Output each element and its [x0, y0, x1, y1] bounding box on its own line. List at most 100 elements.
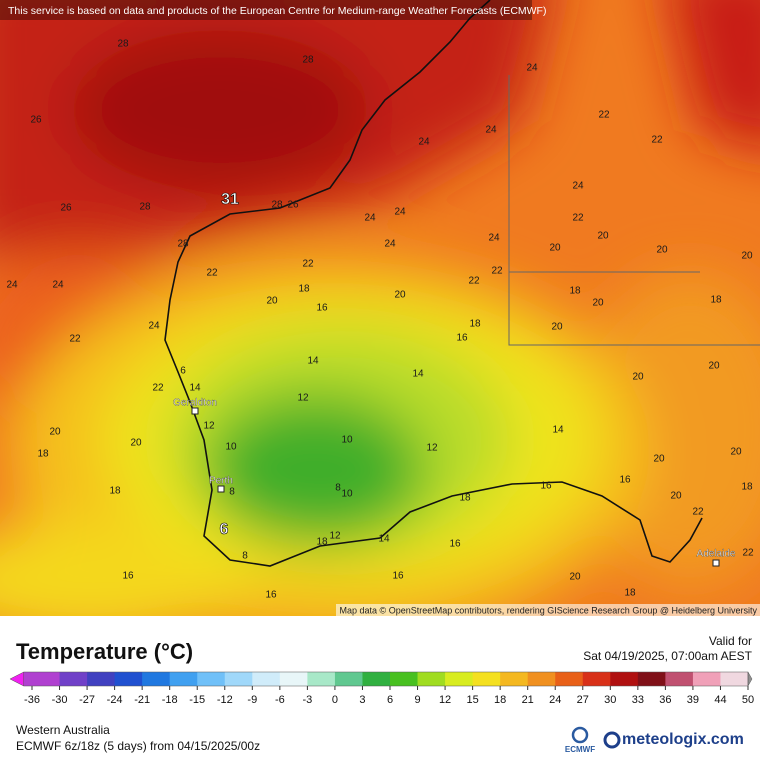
colorbar-segment [582, 672, 611, 686]
colorbar-segment [334, 672, 363, 686]
contour-label: 28 [302, 55, 314, 66]
attribution: Map data © OpenStreetMap contributors, r… [340, 605, 758, 615]
contour-label: 18 [459, 493, 471, 504]
colorbar-segment [637, 672, 666, 686]
colorbar-tick-label: 30 [604, 694, 616, 706]
colorbar-tick-label: 24 [549, 694, 561, 706]
colorbar-tick-label: 12 [439, 694, 451, 706]
contour-label: 18 [316, 537, 328, 548]
contour-label: 20 [394, 290, 406, 301]
contour-label: 20 [653, 454, 665, 465]
contour-label: 20 [730, 447, 742, 458]
colorbar-segment [23, 672, 32, 686]
colorbar-segment [59, 672, 88, 686]
contour-label: 22 [206, 268, 218, 279]
colorbar-tick-label: -27 [79, 694, 95, 706]
colorbar-tick-label: 3 [359, 694, 365, 706]
contour-label: 18 [37, 449, 49, 460]
contour-label: 22 [742, 548, 754, 559]
colorbar-arrow [9, 671, 24, 687]
colorbar-segment [32, 672, 61, 686]
city-label: Geraldton [173, 398, 217, 409]
colorbar-tick-label: -12 [217, 694, 233, 706]
contour-label: 14 [189, 383, 201, 394]
contour-label: 24 [485, 125, 497, 136]
ecmwf-logo: ECMWF [565, 745, 595, 754]
contour-label: 18 [109, 486, 121, 497]
colorbar-segment [279, 672, 308, 686]
valid-time: Sat 04/19/2025, 07:00am AEST [583, 649, 752, 663]
map-labels: 28 28 26 26 28 28 26 28 24 24 24 22 22 24 22 20 20 20 20 24… [6, 39, 754, 601]
contour-label: 20 [741, 251, 753, 262]
contour-label: 8 [335, 483, 341, 494]
contour-label: 16 [540, 481, 552, 492]
ecmwf-icon [571, 726, 589, 744]
colorbar-tick-label: -9 [247, 694, 257, 706]
contour-label: 14 [552, 425, 564, 436]
contour-label: 22 [302, 259, 314, 270]
contour-label: 18 [710, 295, 722, 306]
colorbar-tick-label: -15 [189, 694, 205, 706]
colorbar-segment [500, 672, 529, 686]
logo: meteologix.com [622, 731, 744, 748]
colorbar-tick-label: 33 [632, 694, 644, 706]
colorbar-arrow [747, 671, 753, 687]
contour-label: 20 [130, 438, 142, 449]
contour-label: 26 [30, 115, 42, 126]
contour-label: 18 [469, 319, 481, 330]
colorbar-segment [445, 672, 474, 686]
colorbar-tick-label: 27 [577, 694, 589, 706]
banner: This service is based on data and produc… [8, 5, 546, 17]
contour-label: 24 [384, 239, 396, 250]
contour-label: 24 [364, 213, 376, 224]
contour-label: 18 [624, 588, 636, 599]
contour-label: 18 [569, 286, 581, 297]
contour-label: 24 [418, 137, 430, 148]
colorbar-segment [417, 672, 446, 686]
colorbar-tick-label: 9 [414, 694, 420, 706]
contour-label: 24 [148, 321, 160, 332]
contour-label: 14 [378, 534, 390, 545]
contour-label: 12 [329, 531, 341, 542]
contour-label: 18 [298, 284, 310, 295]
colorbar-segment [114, 672, 143, 686]
contour-label: 22 [598, 110, 610, 121]
colorbar-segment [224, 672, 253, 686]
contour-label: 20 [49, 427, 61, 438]
contour-label: 10 [341, 489, 353, 500]
contour-label: 20 [549, 243, 561, 254]
contour-label: 18 [741, 482, 753, 493]
contour-label: 24 [6, 280, 18, 291]
colorbar-tick-label: 44 [714, 694, 726, 706]
contour-label: 8 [229, 487, 235, 498]
contour-label: 20 [597, 231, 609, 242]
banner-bg [0, 0, 532, 20]
colorbar-tick-label: -3 [302, 694, 312, 706]
contour-label: 20 [656, 245, 668, 256]
colorbar-tick-label: 18 [494, 694, 506, 706]
contour-label: 20 [266, 296, 278, 307]
model-run: ECMWF 6z/18z (5 days) from 04/15/2025/00… [16, 739, 260, 753]
legend-title: Temperature (°C) [16, 639, 193, 664]
contour-label: 22 [152, 383, 164, 394]
colorbar-tick-label: 50 [742, 694, 754, 706]
colorbar-segment [555, 672, 584, 686]
colorbar-segment [527, 672, 556, 686]
colorbar-segment [142, 672, 171, 686]
contour-label: 12 [297, 393, 309, 404]
colorbar-tick-label: -24 [107, 694, 123, 706]
contour-label: 22 [651, 135, 663, 146]
colorbar-segment [665, 672, 694, 686]
city-marker [712, 559, 720, 567]
valid-label: Valid for [709, 634, 752, 648]
contour-label: 16 [392, 571, 404, 582]
colorbar-tick-label: 6 [387, 694, 393, 706]
colorbar-tick-label: 0 [332, 694, 338, 706]
colorbar-segment [169, 672, 198, 686]
colorbar-tick-label: -21 [134, 694, 150, 706]
contour-label: 28 [177, 239, 189, 250]
contour-label: 24 [572, 181, 584, 192]
colorbar-tick-label: -30 [52, 694, 68, 706]
colorbar-segment [390, 672, 419, 686]
